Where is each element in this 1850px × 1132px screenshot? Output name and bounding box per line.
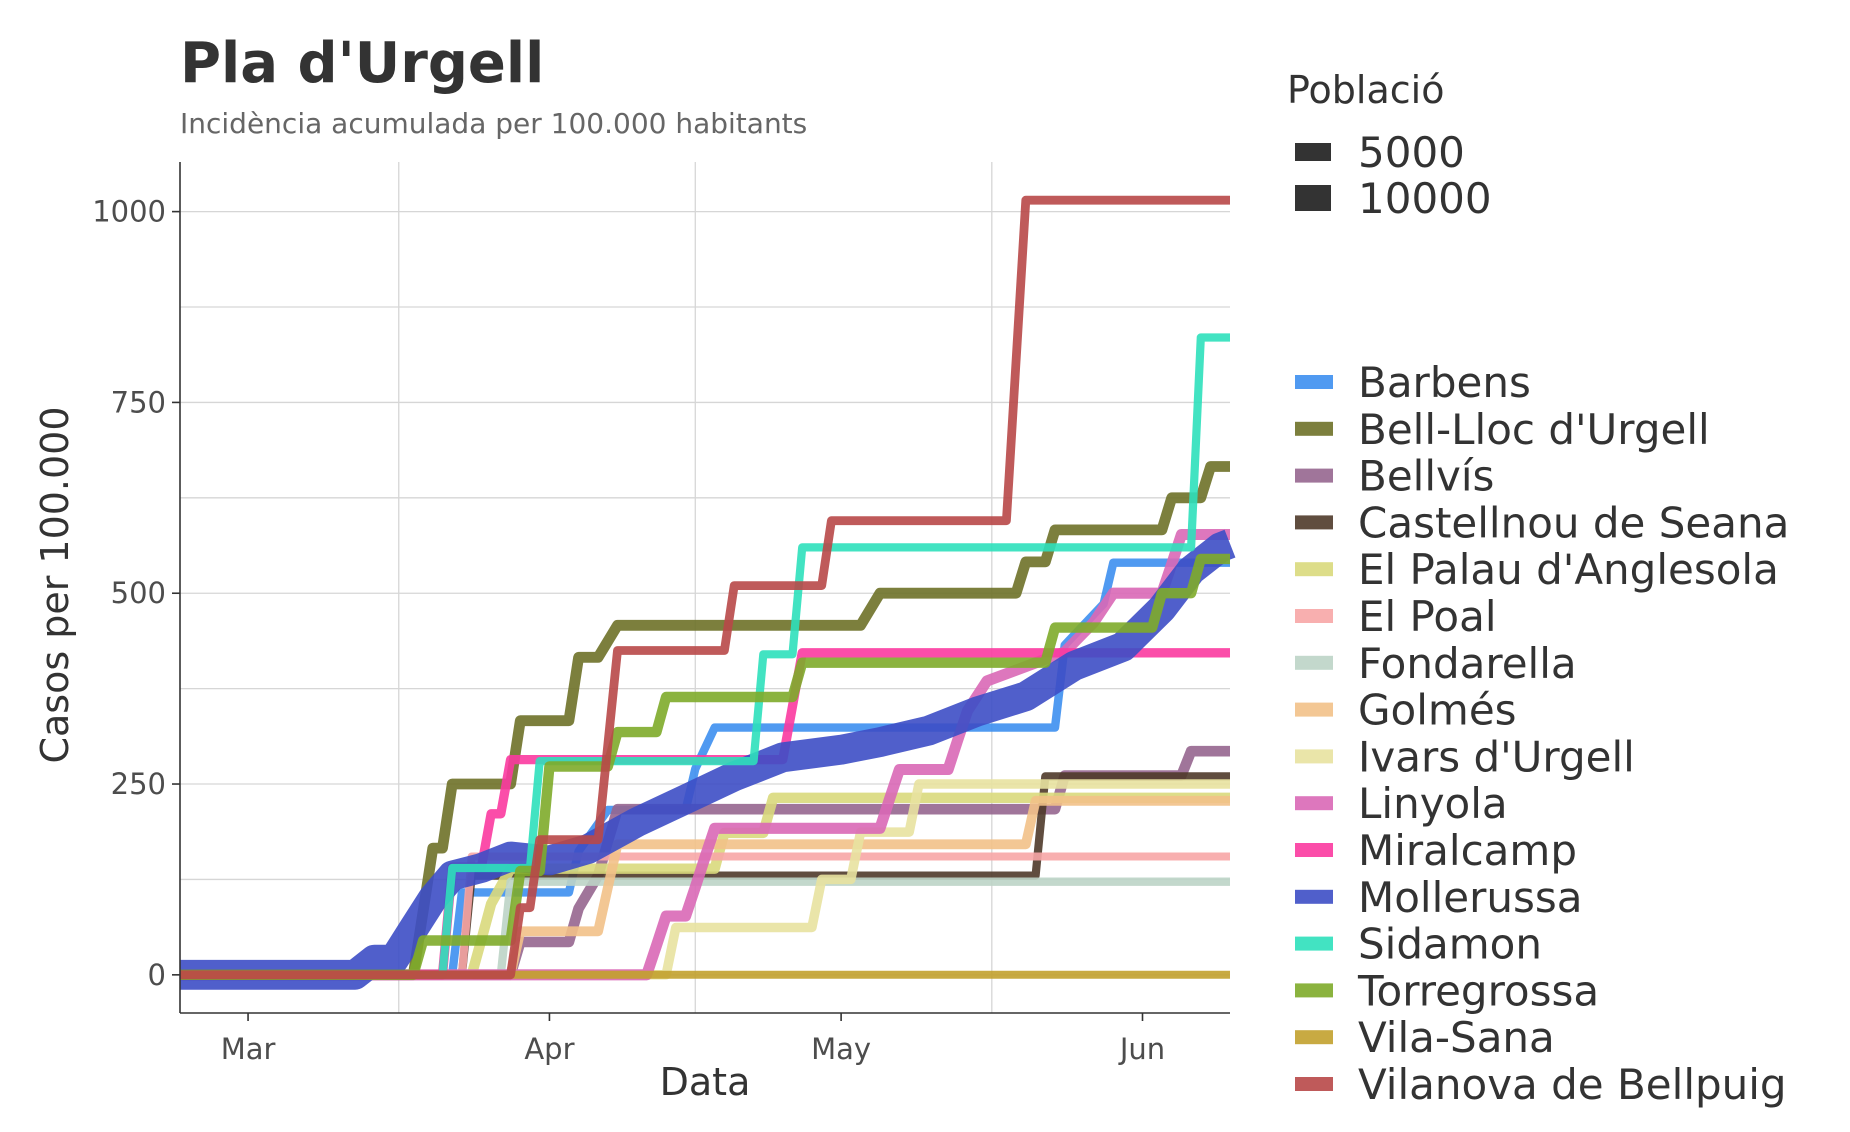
legend-key	[1295, 1030, 1333, 1045]
legend-key	[1295, 1077, 1333, 1091]
y-tick-label: 250	[111, 767, 166, 801]
plot-series	[180, 195, 1236, 990]
size-legend-key	[1295, 185, 1331, 211]
legend-label: Mollerussa	[1358, 873, 1583, 922]
series-line-vilanova-de-bellpuig	[180, 195, 1230, 980]
series-line-ivars-d-urgell	[180, 779, 1230, 980]
y-tick-label: 0	[148, 958, 166, 992]
legend-key	[1295, 843, 1333, 857]
series-line-linyola	[180, 528, 1230, 981]
y-tick-label: 750	[111, 385, 166, 419]
legend-label: Ivars d'Urgell	[1358, 732, 1635, 781]
legend-label: Fondarella	[1358, 639, 1577, 688]
legend-label: Barbens	[1358, 358, 1531, 407]
plot-axes: 0 250 500 750 1000 Mar Apr May Jun	[92, 162, 1230, 1066]
legend-label: Vilanova de Bellpuig	[1358, 1060, 1787, 1109]
legend-key	[1295, 655, 1333, 670]
legend-key	[1295, 562, 1333, 577]
legend-key	[1295, 983, 1333, 998]
series-line-mollerussa	[180, 529, 1236, 990]
legend-label: Linyola	[1358, 779, 1508, 828]
x-tick-label: May	[811, 1032, 871, 1066]
legend-key	[1295, 702, 1333, 717]
legend-key	[1295, 375, 1333, 389]
legend-key	[1295, 468, 1333, 483]
size-legend-label: 10000	[1358, 174, 1492, 223]
legend-key	[1295, 796, 1333, 811]
legend-key	[1295, 515, 1333, 530]
legend-key	[1295, 421, 1333, 436]
legend-label: Bellvís	[1358, 452, 1494, 501]
series-line-golm-s	[180, 795, 1230, 980]
legend-label: El Poal	[1358, 592, 1497, 641]
legend-label: Sidamon	[1358, 920, 1542, 969]
y-tick-label: 500	[111, 576, 166, 610]
plot-grid	[180, 162, 1230, 1013]
size-legend-label: 5000	[1358, 128, 1465, 177]
legend-label: El Palau d'Anglesola	[1358, 545, 1779, 594]
x-tick-label: Mar	[221, 1032, 276, 1066]
size-legend-key	[1295, 143, 1331, 161]
legend-label: Torregrossa	[1357, 966, 1599, 1015]
chart-subtitle: Incidència acumulada per 100.000 habitan…	[180, 107, 807, 140]
x-tick-label: Jun	[1118, 1032, 1165, 1066]
legend-key	[1295, 609, 1333, 623]
legend-label: Bell-Lloc d'Urgell	[1358, 405, 1710, 454]
series-line-el-palau-d-anglesola	[180, 792, 1230, 980]
y-tick-label: 1000	[92, 195, 166, 229]
series-line-bell-lloc-d-urgell	[180, 461, 1230, 981]
legend-label: Miralcamp	[1358, 826, 1577, 875]
legend-label: Castellnou de Seana	[1358, 498, 1789, 547]
series-line-torregrossa	[180, 553, 1230, 980]
y-axis-title: Casos per 100.000	[33, 406, 77, 763]
legend-key	[1295, 749, 1333, 764]
chart-title: Pla d'Urgell	[180, 31, 544, 96]
legend-label: Golmés	[1358, 686, 1517, 735]
legend-label: Vila-Sana	[1358, 1013, 1555, 1062]
size-legend-title: Població	[1287, 68, 1444, 112]
x-tick-label: Apr	[524, 1032, 574, 1066]
x-axis-title: Data	[660, 1060, 751, 1104]
legend-key	[1295, 889, 1333, 904]
legend-key	[1295, 936, 1333, 951]
series-line-sidamon	[180, 333, 1230, 979]
